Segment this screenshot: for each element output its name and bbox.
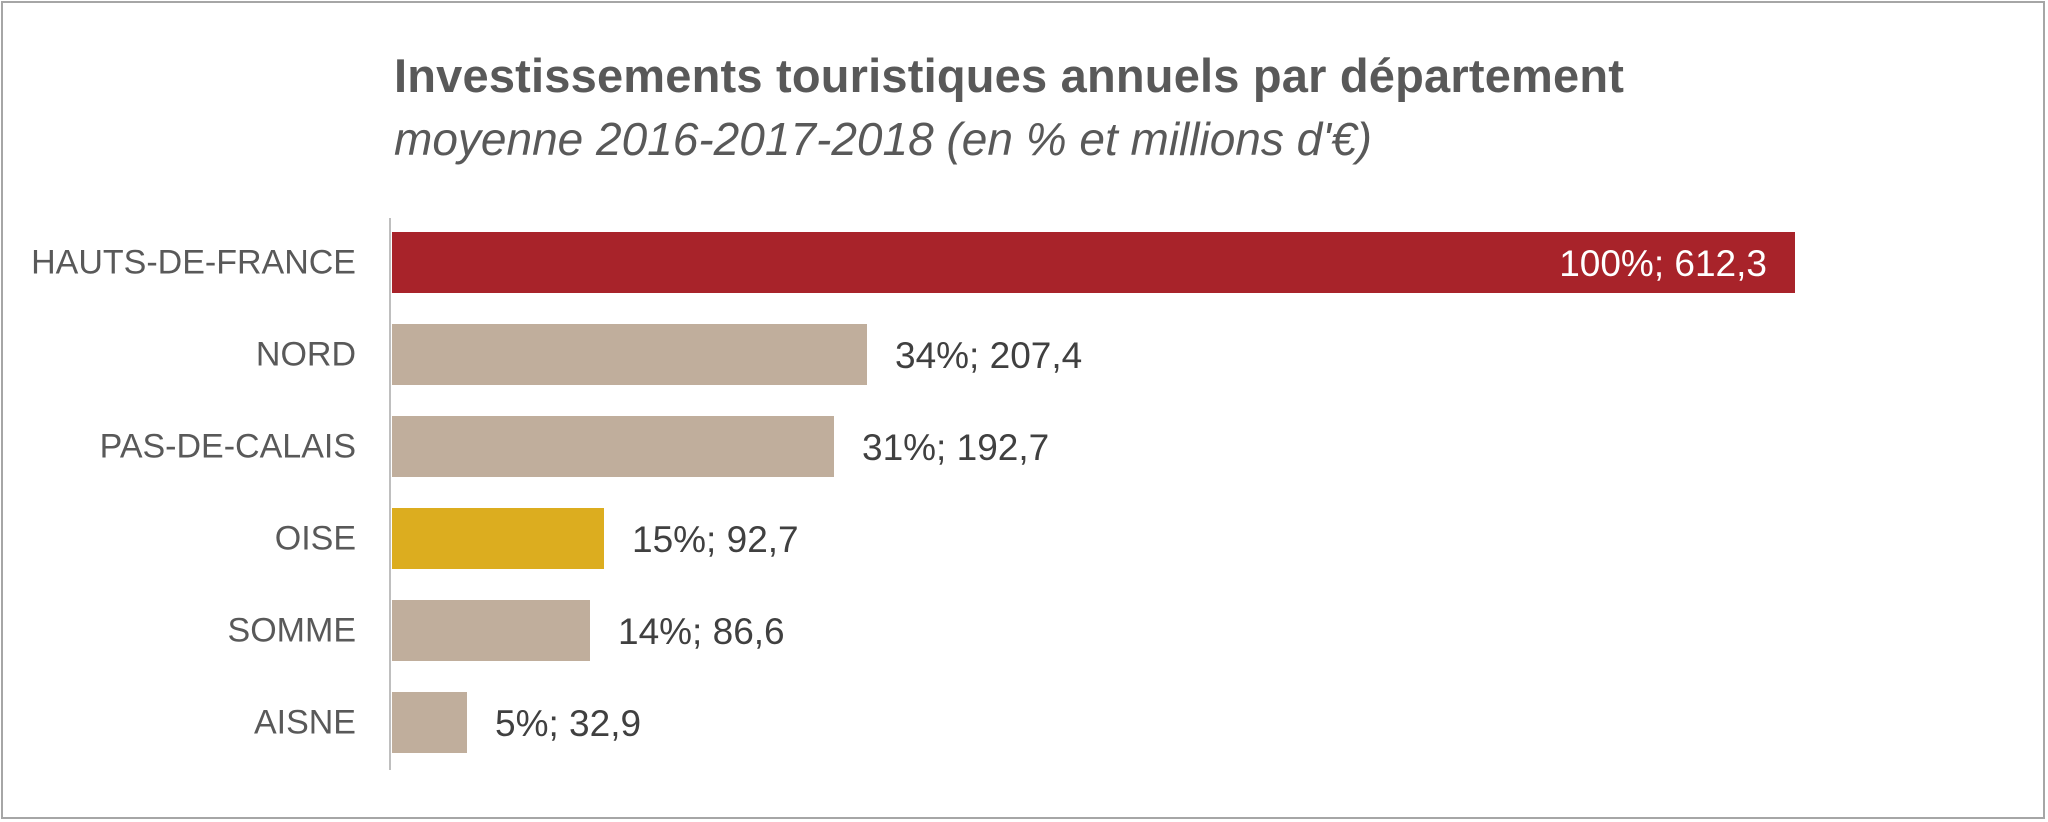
category-label: OISE xyxy=(275,520,356,558)
data-label: 14%; 86,6 xyxy=(618,611,785,652)
data-label: 34%; 207,4 xyxy=(895,335,1082,376)
category-label: AISNE xyxy=(254,704,356,742)
bar-hauts-de-france xyxy=(392,232,1795,293)
data-label: 15%; 92,7 xyxy=(632,519,799,560)
category-label: PAS-DE-CALAIS xyxy=(100,428,356,466)
data-label: 5%; 32,9 xyxy=(495,703,641,744)
category-label: HAUTS-DE-FRANCE xyxy=(31,244,356,282)
category-label: SOMME xyxy=(228,612,356,650)
bar-aisne xyxy=(392,692,467,753)
data-label: 100%; 612,3 xyxy=(1559,243,1767,284)
bar-oise xyxy=(392,508,604,569)
data-label: 31%; 192,7 xyxy=(862,427,1049,468)
chart-subtitle: moyenne 2016-2017-2018 (en % et millions… xyxy=(394,113,1372,165)
bar-somme xyxy=(392,600,590,661)
category-label: NORD xyxy=(256,336,356,374)
bar-pas-de-calais xyxy=(392,416,834,477)
chart-title: Investissements touristiques annuels par… xyxy=(394,49,1625,102)
bar-nord xyxy=(392,324,867,385)
